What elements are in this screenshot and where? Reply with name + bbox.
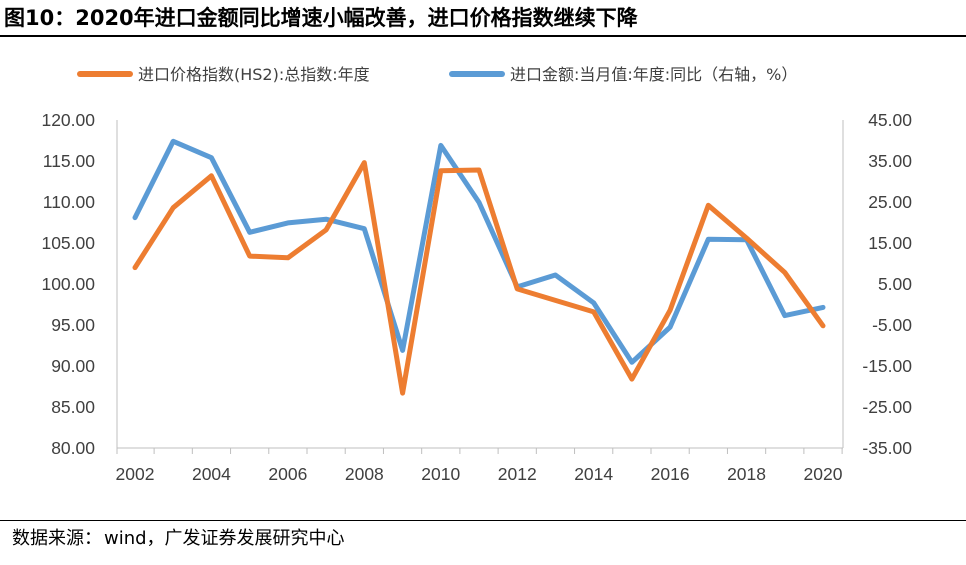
right-tick-label: -25.00 [862,397,912,417]
right-tick-label: -5.00 [872,315,912,335]
left-tick-label: 115.00 [43,151,95,171]
figure-title: 图10：2020年进口金额同比增速小幅改善，进口价格指数继续下降 [4,6,638,30]
x-tick-label: 2002 [116,464,155,484]
right-tick-label: -15.00 [862,356,912,376]
left-tick-label: 120.00 [41,110,95,130]
legend-label: 进口价格指数(HS2):总指数:年度 [138,65,370,84]
title-divider [0,35,966,37]
right-tick-label: 15.00 [868,233,912,253]
right-tick-label: 5.00 [878,274,912,294]
left-tick-label: 100.00 [41,274,95,294]
x-tick-label: 2004 [192,464,231,484]
right-tick-label: 25.00 [868,192,912,212]
left-tick-label: 85.00 [51,397,95,417]
right-tick-label: 45.00 [868,110,912,130]
x-tick-label: 2012 [498,464,537,484]
series-line-import-price-index [132,160,826,396]
series-line-import-value-yoy [132,138,826,365]
left-tick-label: 80.00 [51,438,95,458]
source-divider [0,520,966,521]
left-axis-ticks: 120.00 115.00 110.00 105.00 100.00 95.00 90.00… [41,110,95,458]
right-axis-ticks: 45.00 35.00 25.00 15.00 5.00 -5.00 -15.00 -25.0… [862,110,912,458]
x-axis-ticks: 2002 2004 2006 2008 2010 2012 2014 2016 2018 2020 [116,448,843,484]
x-tick-label: 2008 [345,464,384,484]
x-tick-label: 2020 [804,464,843,484]
plot-area [116,120,844,449]
left-tick-label: 105.00 [41,233,95,253]
right-tick-label: -35.00 [862,438,912,458]
source-note: 数据来源： wind，广发证券发展研究中心 [12,524,345,554]
x-tick-label: 2006 [268,464,307,484]
left-tick-label: 90.00 [51,356,95,376]
legend: 进口价格指数(HS2):总指数:年度 进口金额:当月值:年度:同比（右轴，%） [77,65,797,84]
source-text: wind，广发证券发展研究中心 [104,528,345,549]
x-tick-label: 2018 [727,464,766,484]
right-tick-label: 35.00 [868,151,912,171]
line-chart: 进口价格指数(HS2):总指数:年度 进口金额:当月值:年度:同比（右轴，%） 1… [41,65,912,484]
left-tick-label: 110.00 [43,192,95,212]
x-tick-label: 2014 [574,464,613,484]
left-tick-label: 95.00 [51,315,95,335]
x-tick-label: 2010 [421,464,460,484]
source-label: 数据来源： [12,528,102,549]
series-layer [132,138,826,396]
x-tick-label: 2016 [651,464,690,484]
legend-label: 进口金额:当月值:年度:同比（右轴，%） [510,65,797,84]
